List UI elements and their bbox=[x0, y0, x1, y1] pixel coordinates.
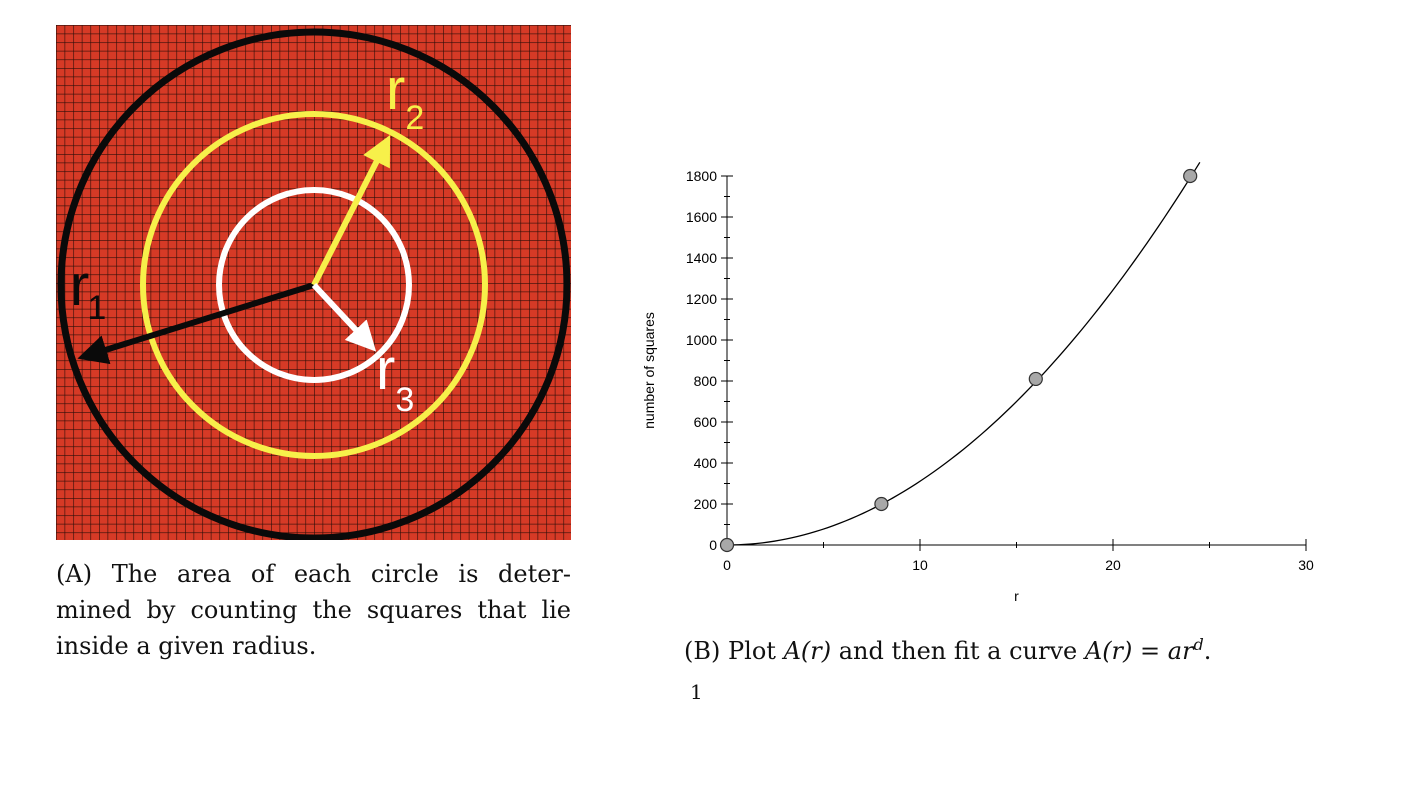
data-point-1 bbox=[719, 537, 735, 553]
data-point-4 bbox=[1183, 168, 1198, 184]
caption-b-text-3: . bbox=[1203, 637, 1212, 665]
caption-a-line-3: inside a given radius. bbox=[56, 632, 317, 660]
label-r2: r2 bbox=[386, 57, 424, 137]
caption-b-math-1: A(r) bbox=[783, 637, 832, 665]
page-number: 1 bbox=[690, 680, 703, 704]
caption-b-math-2: A(r) = ar bbox=[1084, 637, 1194, 665]
label-r3: r3 bbox=[376, 337, 414, 419]
figure-a-circles: r1 r2 r3 bbox=[56, 25, 571, 540]
x-tick-label: 10 bbox=[912, 557, 928, 573]
caption-a-line-1: (A) The area of each circle is deter- bbox=[56, 560, 571, 588]
label-r1: r1 bbox=[70, 253, 106, 327]
caption-a-tag: (A) bbox=[56, 560, 93, 588]
y-tick-label: 400 bbox=[694, 455, 718, 471]
inner-circle bbox=[216, 187, 412, 383]
x-tick-label: 30 bbox=[1298, 557, 1314, 573]
y-axis-label: number of squares bbox=[641, 312, 657, 429]
radius-r3-arrow bbox=[311, 282, 377, 352]
caption-b-text-2: and then fit a curve bbox=[831, 637, 1085, 665]
outer-circle bbox=[57, 28, 571, 540]
y-tick-label: 600 bbox=[694, 414, 718, 430]
circles-diagram: r1 r2 r3 bbox=[56, 25, 571, 540]
y-tick-label: 1200 bbox=[686, 291, 717, 307]
caption-b-text-1: Plot bbox=[728, 637, 784, 665]
caption-b-math-sup: d bbox=[1193, 635, 1204, 654]
y-tick-label: 1800 bbox=[686, 168, 717, 184]
figure-b-scatter-chart: 0 200 400 600 800 1000 1200 1400 1600 1800 0 10 20 30… bbox=[641, 161, 1314, 604]
x-tick-label: 20 bbox=[1105, 557, 1121, 573]
radius-r2-arrow bbox=[311, 134, 391, 287]
fit-curve bbox=[726, 161, 1201, 546]
data-point-3 bbox=[1028, 371, 1043, 387]
caption-a: (A) The area of each circle is deter- mi… bbox=[56, 556, 571, 664]
y-tick-label: 1000 bbox=[686, 332, 717, 348]
x-axis-label: r bbox=[1014, 588, 1019, 604]
middle-circle bbox=[140, 111, 488, 459]
y-tick-label: 800 bbox=[694, 373, 718, 389]
caption-a-line-2: mined by counting the squares that lie bbox=[56, 596, 571, 624]
y-tick-label: 200 bbox=[694, 496, 718, 512]
radius-r1-arrow bbox=[77, 282, 315, 365]
x-tick-label: 0 bbox=[723, 557, 731, 573]
y-tick-label: 1400 bbox=[686, 250, 717, 266]
caption-b-tag: (B) bbox=[684, 637, 721, 665]
y-tick-label: 0 bbox=[709, 537, 717, 553]
data-point-2 bbox=[874, 496, 889, 512]
caption-b: (B) Plot A(r) and then fit a curve A(r) … bbox=[684, 627, 1324, 669]
y-tick-label: 1600 bbox=[686, 209, 717, 225]
